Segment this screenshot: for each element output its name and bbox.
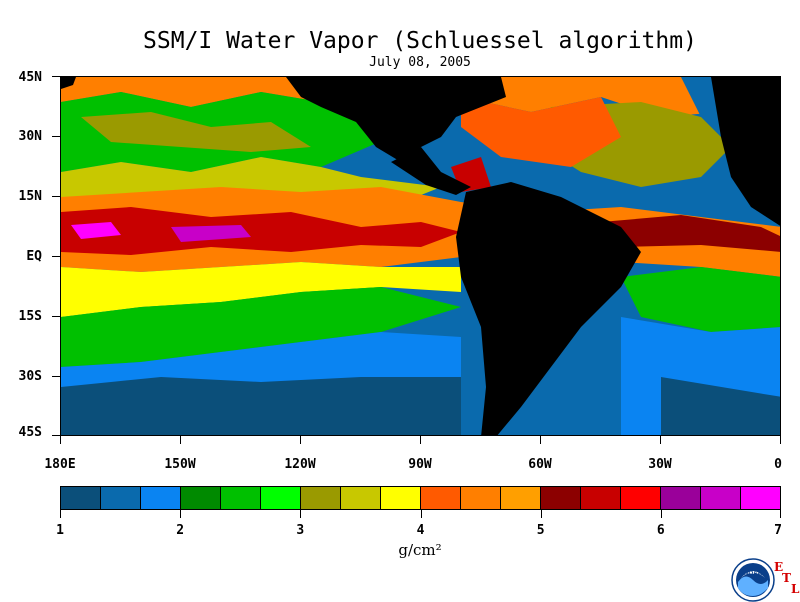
- lon-label-90w: 90W: [408, 457, 432, 472]
- colorbar: [60, 486, 781, 510]
- africa-europe-land: [711, 77, 780, 226]
- colorbar-swatch: [621, 487, 661, 509]
- lat-label-eq: EQ: [26, 249, 42, 264]
- lon-tick: [300, 436, 301, 444]
- lon-tick: [540, 436, 541, 444]
- lon-tick: [180, 436, 181, 444]
- colorbar-swatch: [141, 487, 181, 509]
- lat-tick: [52, 76, 60, 77]
- lat-label-45s: 45S: [18, 425, 42, 440]
- asia-land-fragment: [61, 77, 76, 89]
- noaa-logo: NOAA: [731, 558, 775, 602]
- itcz-atlantic-red: [601, 215, 780, 252]
- north-america-land: [286, 77, 506, 162]
- colorbar-tick: [60, 510, 61, 518]
- colorbar-swatch: [61, 487, 101, 509]
- lat-label-30n: 30N: [18, 129, 42, 144]
- lon-label-150w: 150W: [164, 457, 196, 472]
- lat-label-30s: 30S: [18, 369, 42, 384]
- colorbar-tick-label: 2: [176, 523, 185, 538]
- lat-tick: [52, 136, 60, 137]
- colorbar-swatch: [701, 487, 741, 509]
- colorbar-swatch: [181, 487, 221, 509]
- lon-tick: [60, 436, 61, 444]
- lon-tick: [660, 436, 661, 444]
- water-vapor-map: [60, 76, 781, 436]
- colorbar-tick: [780, 510, 781, 518]
- atlantic-deep-blue: [661, 377, 780, 435]
- colorbar-swatch: [381, 487, 421, 509]
- etl-letter-l: L: [791, 582, 800, 596]
- colorbar-swatch: [301, 487, 341, 509]
- etl-letter-t: T: [782, 571, 791, 585]
- lon-label-0: 0: [774, 457, 782, 472]
- colorbar-swatch: [661, 487, 701, 509]
- lat-label-15n: 15N: [18, 189, 42, 204]
- colorbar-swatch: [581, 487, 621, 509]
- lat-tick: [52, 435, 60, 436]
- itcz-peak-central: [171, 225, 251, 242]
- band-north-olive: [81, 112, 311, 152]
- colorbar-swatch: [221, 487, 261, 509]
- colorbar-tick: [420, 510, 422, 518]
- colorbar-tick: [180, 510, 182, 518]
- lon-tick: [780, 436, 781, 444]
- colorbar-swatch: [421, 487, 461, 509]
- lon-tick: [420, 436, 421, 444]
- etl-letter-e: E: [774, 560, 784, 574]
- lat-tick: [52, 376, 60, 377]
- colorbar-units: g/cm²: [398, 541, 442, 559]
- colorbar-swatch: [461, 487, 501, 509]
- colorbar-swatch: [101, 487, 141, 509]
- lon-label-120w: 120W: [284, 457, 316, 472]
- lat-tick: [52, 316, 60, 317]
- colorbar-tick-label: 3: [296, 523, 305, 538]
- gulf-orange: [461, 97, 621, 167]
- lon-label-30w: 30W: [648, 457, 672, 472]
- lat-tick: [52, 256, 60, 257]
- map-date: July 08, 2005: [369, 55, 471, 70]
- lat-tick: [52, 196, 60, 197]
- colorbar-tick-label: 6: [656, 523, 665, 538]
- map-title: SSM/I Water Vapor (Schluessel algorithm): [143, 28, 697, 54]
- lat-label-15s: 15S: [18, 309, 42, 324]
- colorbar-tick: [300, 510, 302, 518]
- colorbar-swatch: [741, 487, 780, 509]
- band-north-orange: [61, 77, 780, 117]
- noaa-logo-text: NOAA: [744, 571, 762, 577]
- band-south-deep-blue: [61, 377, 461, 435]
- colorbar-swatch: [541, 487, 581, 509]
- colorbar-swatch: [501, 487, 541, 509]
- colorbar-tick: [660, 510, 662, 518]
- lon-label-60w: 60W: [528, 457, 552, 472]
- lat-label-45n: 45N: [18, 70, 42, 85]
- band-south-yellow: [61, 262, 461, 317]
- itcz-peak-west: [71, 222, 121, 239]
- central-america-land: [391, 147, 471, 195]
- colorbar-tick-label: 1: [56, 523, 64, 538]
- colorbar-tick: [540, 510, 542, 518]
- lon-label-180e: 180E: [44, 457, 76, 472]
- colorbar-swatch: [341, 487, 381, 509]
- water-vapor-field: [61, 77, 780, 435]
- band-itcz-red: [61, 207, 461, 255]
- colorbar-tick-label: 7: [774, 523, 782, 538]
- colorbar-swatch: [261, 487, 301, 509]
- colorbar-tick-label: 5: [536, 523, 545, 538]
- atlantic-south-green: [621, 267, 780, 332]
- band-south-green: [61, 287, 461, 367]
- colorbar-tick-label: 4: [416, 523, 425, 538]
- south-america-land: [456, 182, 641, 435]
